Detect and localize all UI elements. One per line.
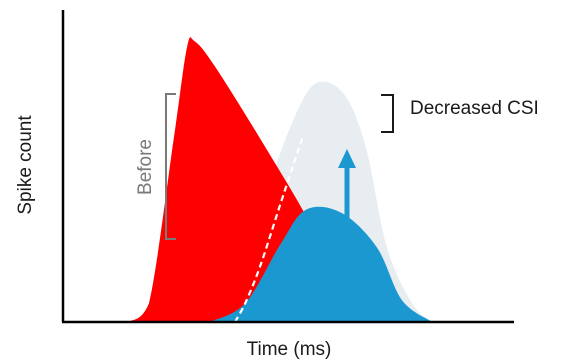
overlay-layer [234,134,305,323]
y-axis-title: Spike count [15,115,36,215]
increase-arrow-head [338,149,356,168]
area-after [209,206,433,322]
dashed-overlap-line [234,134,305,323]
before-bracket [165,93,176,240]
decreased-bracket [381,94,394,133]
decreased-csi-label: Decreased CSI [410,98,539,119]
area-layer [128,37,433,323]
before-label: Before [135,139,156,195]
x-axis-title: Time (ms) [247,339,332,360]
